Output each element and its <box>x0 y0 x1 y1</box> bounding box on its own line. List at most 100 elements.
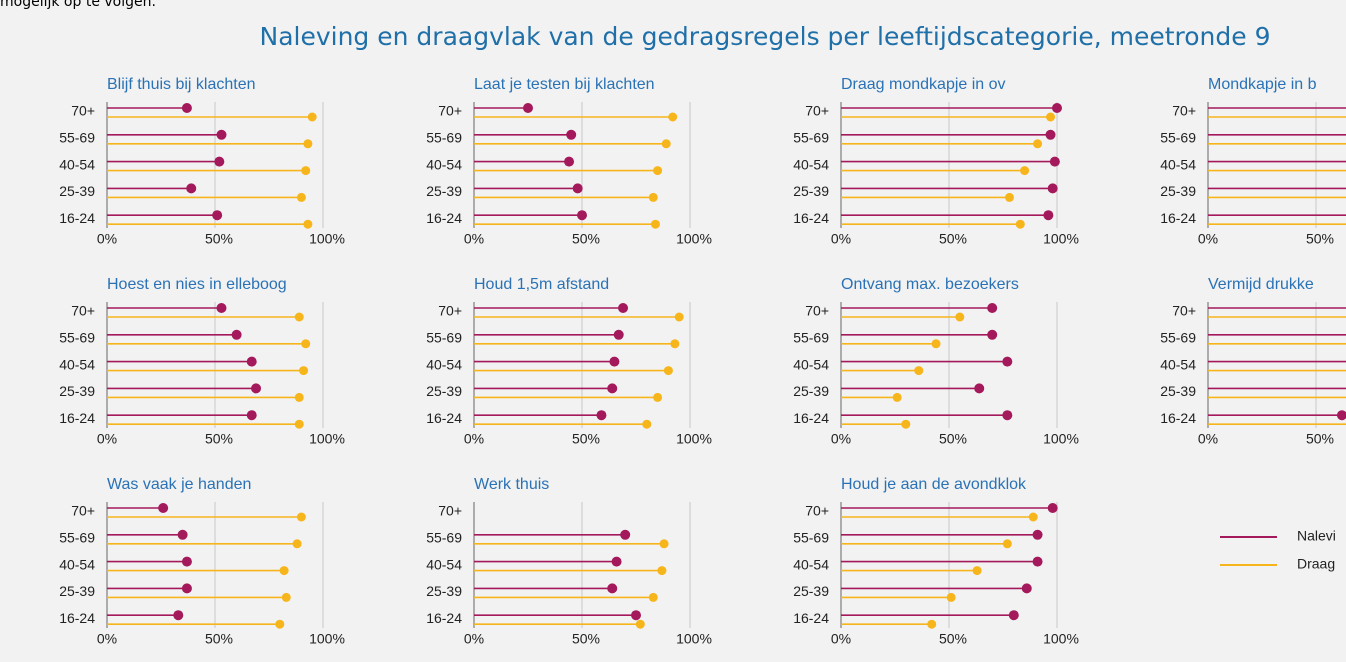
lollipop-dot <box>1052 103 1062 113</box>
lollipop-dot <box>650 219 660 229</box>
lollipop-dot <box>1336 410 1346 421</box>
lollipop-dot <box>596 410 607 421</box>
category-label: 70+ <box>71 503 95 519</box>
lollipop-dot <box>1047 183 1058 194</box>
category-label: 70+ <box>805 303 829 319</box>
intro-text: mogelijk op te volgen. <box>0 0 156 10</box>
category-label: 40-54 <box>793 356 829 372</box>
lollipop-dot <box>631 610 641 621</box>
category-label: 70+ <box>438 503 462 519</box>
lollipop-dot <box>158 503 169 513</box>
lollipop-dot <box>609 356 620 367</box>
lollipop-dot <box>1028 512 1038 522</box>
lollipop-dot <box>974 383 985 394</box>
category-label: 40-54 <box>59 156 95 172</box>
lollipop-dot <box>607 383 618 394</box>
lollipop-dot <box>1002 356 1013 367</box>
panel-title: Werk thuis <box>474 476 549 493</box>
lollipop-dot <box>1032 529 1043 540</box>
x-tick-label: 100% <box>676 231 712 247</box>
lollipop-dot <box>659 539 669 549</box>
panel-title: Houd 1,5m afstand <box>474 276 609 293</box>
x-tick-label: 50% <box>1306 231 1334 247</box>
lollipop-dot <box>177 529 188 540</box>
lollipop-dot <box>275 619 285 629</box>
x-tick-label: 0% <box>1198 231 1218 247</box>
lollipop-dot <box>1032 556 1043 567</box>
x-tick-label: 50% <box>572 231 600 247</box>
category-label: 70+ <box>805 503 829 519</box>
lollipop-dot <box>281 592 291 602</box>
category-label: 25-39 <box>426 383 462 399</box>
lollipop-dot <box>307 112 317 122</box>
category-label: 70+ <box>438 303 462 319</box>
category-label: 70+ <box>805 103 829 119</box>
category-label: 40-54 <box>793 156 829 172</box>
x-tick-label: 100% <box>1043 431 1079 447</box>
x-tick-label: 0% <box>1198 431 1218 447</box>
category-label: 55-69 <box>1160 130 1196 146</box>
lollipop-dot <box>1049 156 1060 167</box>
lollipop-dot <box>303 219 313 229</box>
chart-title: Naleving en draagvlak van de gedragsrege… <box>260 22 1271 51</box>
lollipop-dot <box>987 303 998 313</box>
category-label: 25-39 <box>59 383 95 399</box>
panel-title: Vermijd drukke <box>1208 276 1314 293</box>
x-tick-label: 100% <box>1043 231 1079 247</box>
lollipop-dot <box>1045 129 1056 140</box>
lollipop-dot <box>231 329 242 340</box>
lollipop-dot <box>613 329 624 340</box>
category-label: 25-39 <box>793 383 829 399</box>
lollipop-dot <box>611 556 622 567</box>
category-label: 40-54 <box>426 156 462 172</box>
category-label: 40-54 <box>59 356 95 372</box>
category-label: 25-39 <box>1160 183 1196 199</box>
lollipop-dot <box>246 410 257 421</box>
x-tick-label: 50% <box>205 431 233 447</box>
category-label: 16-24 <box>793 610 829 626</box>
category-label: 25-39 <box>426 183 462 199</box>
x-tick-label: 100% <box>676 631 712 647</box>
category-label: 16-24 <box>59 410 95 426</box>
category-label: 55-69 <box>59 530 95 546</box>
lollipop-dot <box>668 112 678 122</box>
x-tick-label: 50% <box>205 231 233 247</box>
lollipop-dot <box>1047 503 1058 513</box>
category-label: 16-24 <box>1160 210 1196 226</box>
panel-title: Houd je aan de avondklok <box>841 476 1027 493</box>
lollipop-dot <box>1046 112 1056 122</box>
lollipop-dot <box>296 512 306 522</box>
lollipop-dot <box>674 312 684 322</box>
category-label: 40-54 <box>1160 156 1196 172</box>
category-label: 16-24 <box>59 610 95 626</box>
legend-label: Nalevi <box>1297 528 1336 544</box>
category-label: 55-69 <box>793 330 829 346</box>
lollipop-dot <box>635 619 645 629</box>
x-tick-label: 100% <box>309 631 345 647</box>
category-label: 16-24 <box>793 410 829 426</box>
lollipop-dot <box>914 366 924 376</box>
category-label: 25-39 <box>793 183 829 199</box>
lollipop-dot <box>955 312 965 322</box>
lollipop-dot <box>572 183 583 194</box>
category-label: 40-54 <box>59 556 95 572</box>
x-tick-label: 50% <box>572 431 600 447</box>
category-label: 40-54 <box>793 556 829 572</box>
lollipop-dot <box>279 566 289 576</box>
panel-title: Laat je testen bij klachten <box>474 76 655 93</box>
x-tick-label: 50% <box>939 431 967 447</box>
x-tick-label: 0% <box>464 631 484 647</box>
lollipop-dot <box>301 166 311 176</box>
lollipop-dot <box>1004 192 1014 202</box>
lollipop-dot <box>653 166 663 176</box>
category-label: 70+ <box>438 103 462 119</box>
x-tick-label: 100% <box>1043 631 1079 647</box>
lollipop-dot <box>618 303 629 313</box>
lollipop-dot <box>661 139 671 149</box>
category-label: 16-24 <box>426 610 462 626</box>
lollipop-dot <box>216 129 227 140</box>
category-label: 40-54 <box>426 356 462 372</box>
lollipop-dot <box>648 592 658 602</box>
category-label: 16-24 <box>59 210 95 226</box>
